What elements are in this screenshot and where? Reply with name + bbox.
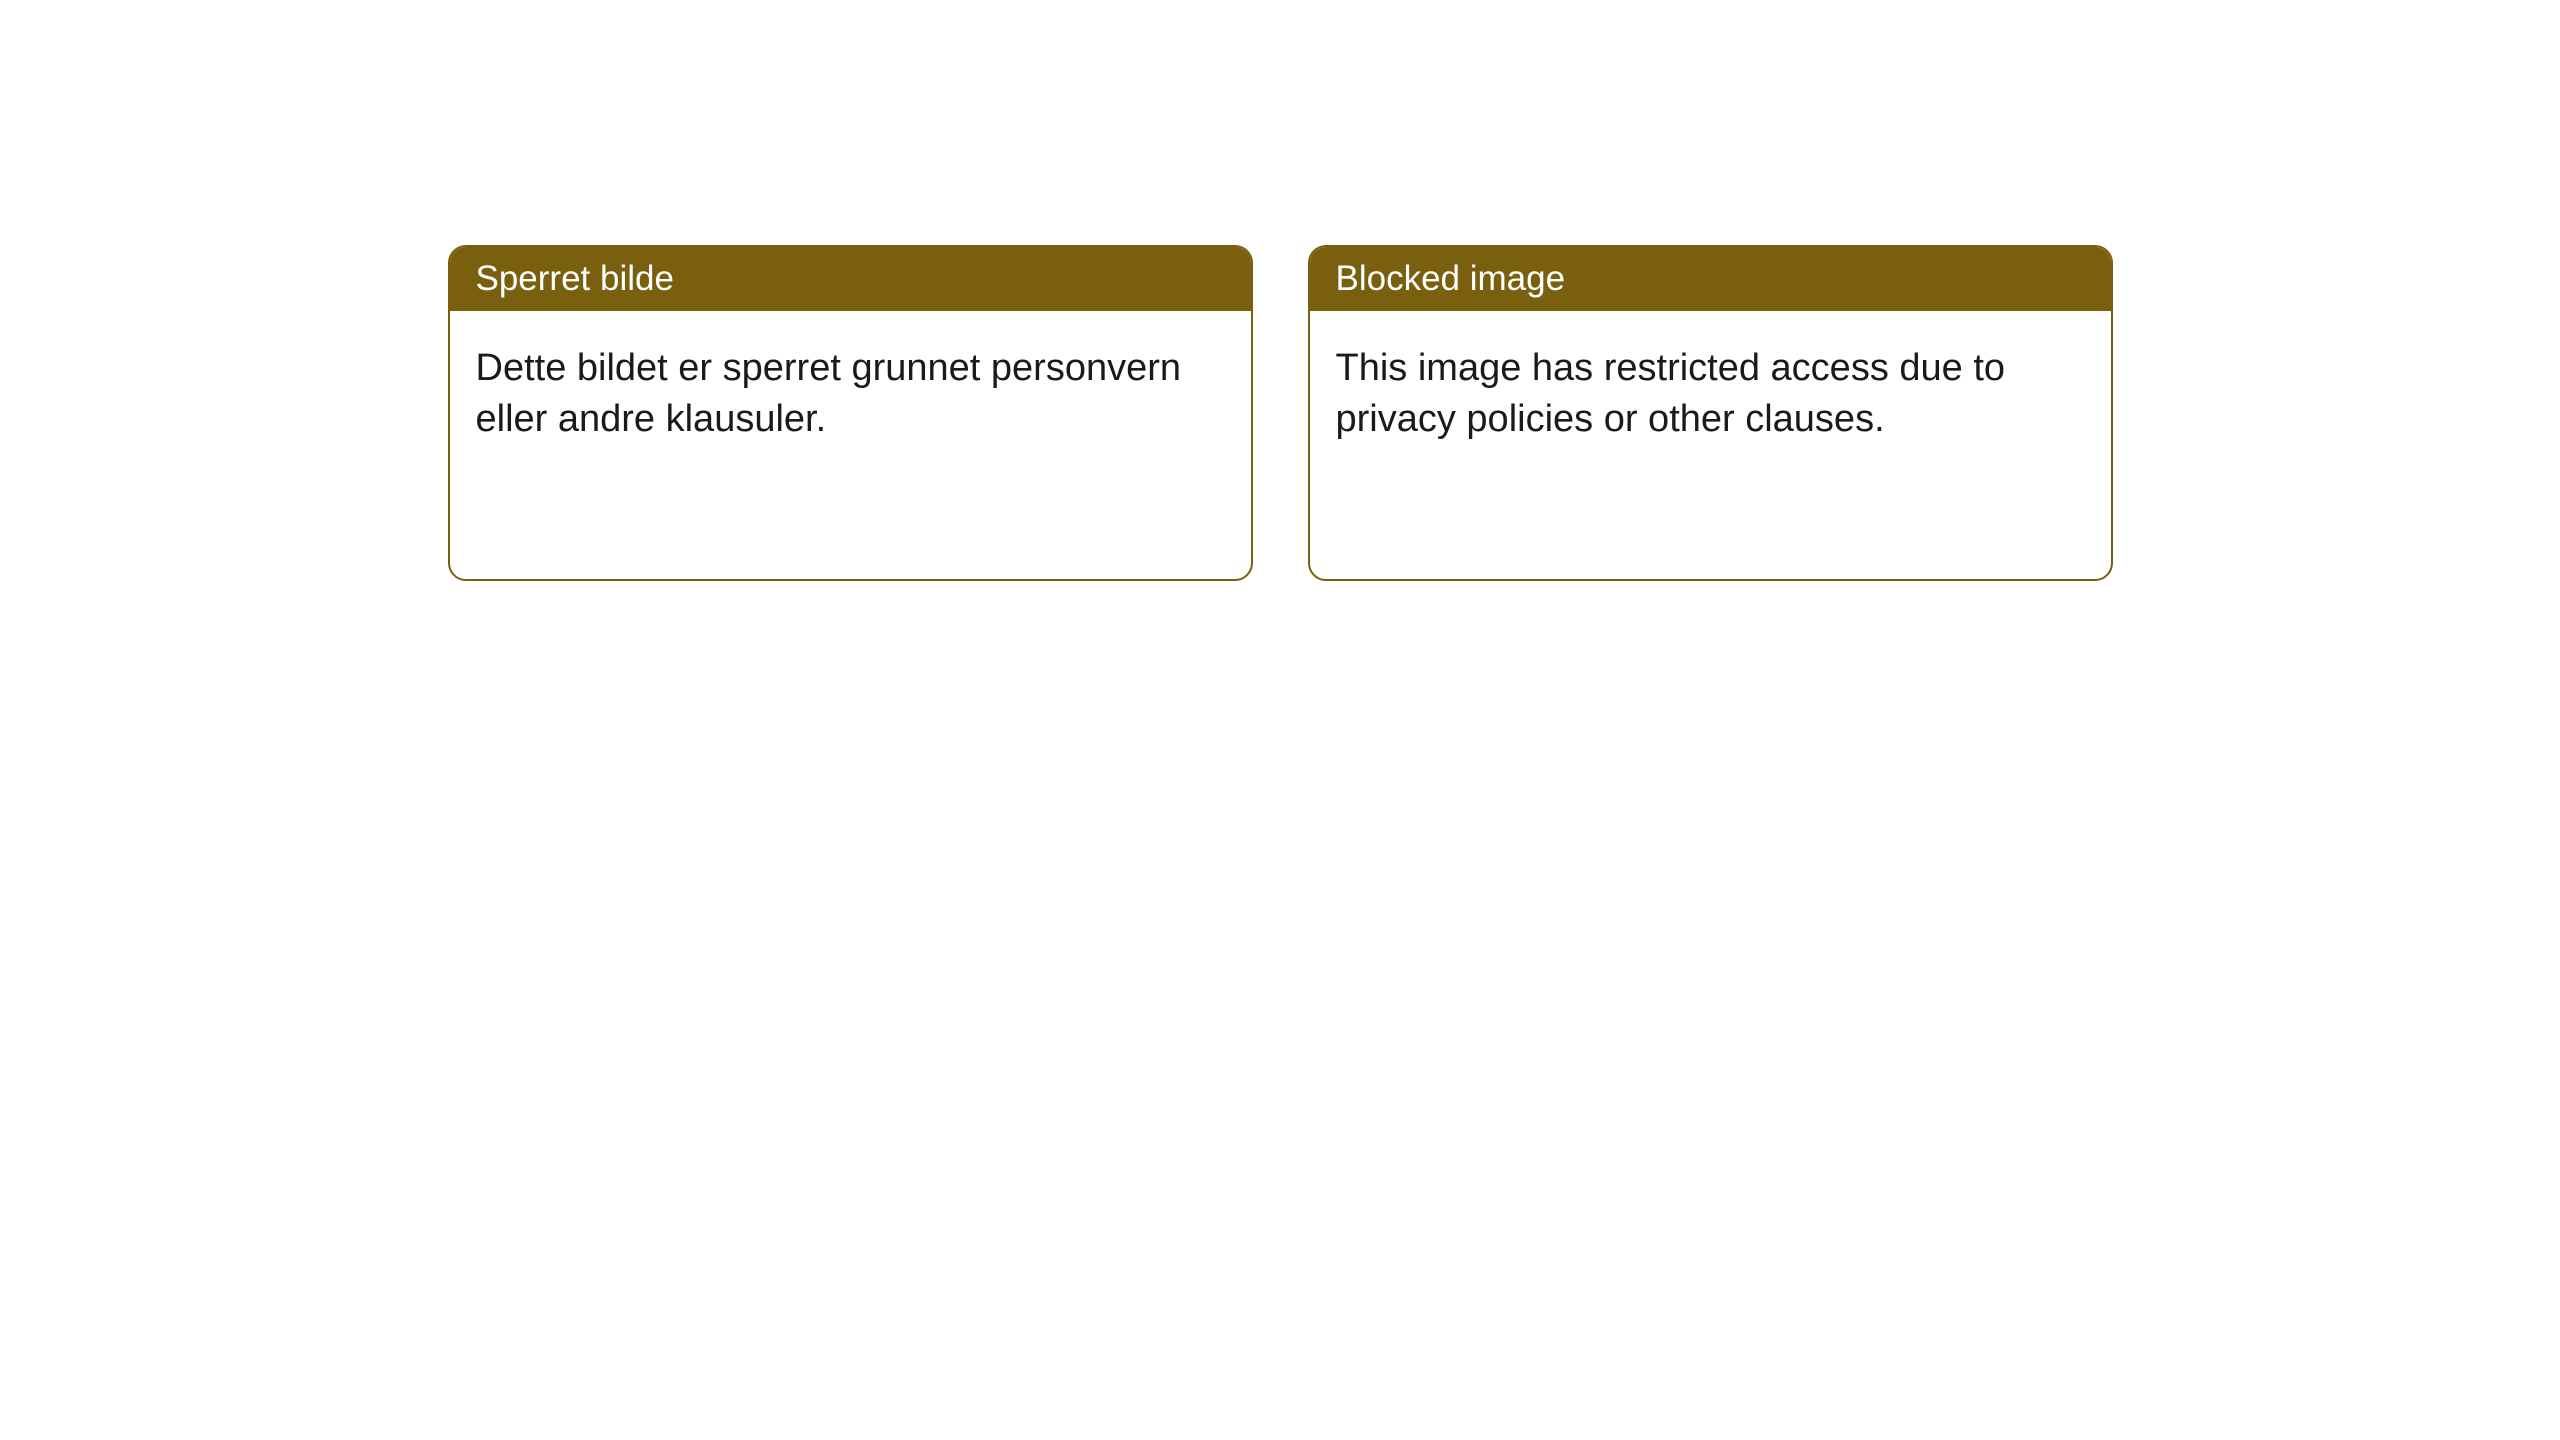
card-message: Dette bildet er sperret grunnet personve… (476, 347, 1182, 440)
card-header: Sperret bilde (450, 247, 1251, 311)
blocked-image-cards: Sperret bilde Dette bildet er sperret gr… (448, 245, 2113, 1440)
card-body: This image has restricted access due to … (1310, 311, 2111, 478)
card-body: Dette bildet er sperret grunnet personve… (450, 311, 1251, 478)
blocked-image-card-no: Sperret bilde Dette bildet er sperret gr… (448, 245, 1253, 581)
card-message: This image has restricted access due to … (1336, 347, 2006, 440)
card-title: Sperret bilde (476, 259, 674, 298)
blocked-image-card-en: Blocked image This image has restricted … (1308, 245, 2113, 581)
card-header: Blocked image (1310, 247, 2111, 311)
card-title: Blocked image (1336, 259, 1566, 298)
